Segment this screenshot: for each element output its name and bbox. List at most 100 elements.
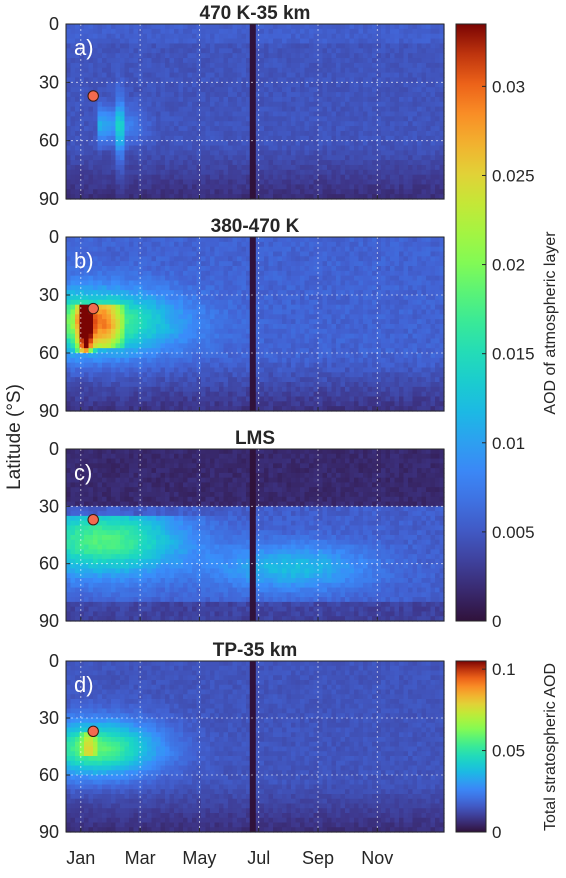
heatmap-cell [399, 150, 405, 156]
heatmap-cell [385, 62, 391, 69]
heatmap-cell [151, 338, 157, 344]
heatmap-cell [408, 169, 414, 176]
heatmap-cell [178, 256, 184, 262]
heatmap-cell [192, 246, 198, 253]
heatmap-cell [169, 382, 175, 388]
heatmap-cell [363, 121, 369, 127]
heatmap-cell [70, 121, 76, 127]
heatmap-cell [147, 309, 153, 315]
heatmap-cell [79, 290, 85, 296]
heatmap-cell [201, 126, 207, 132]
heatmap-cell [358, 38, 364, 45]
heatmap-cell [286, 261, 292, 267]
heatmap-cell [264, 241, 270, 248]
heatmap-cell [120, 67, 126, 74]
heatmap-cell [205, 275, 211, 282]
heatmap-cell [97, 33, 103, 40]
heatmap-cell [102, 372, 108, 378]
heatmap-cell [273, 67, 279, 74]
heatmap-cell [124, 24, 130, 30]
heatmap-cell [223, 386, 229, 393]
heatmap-cell [309, 155, 315, 161]
heatmap-cell [111, 24, 117, 30]
heatmap-cell [133, 377, 139, 383]
heatmap-cell [358, 140, 364, 147]
heatmap-cell [295, 391, 301, 398]
heatmap-cell [129, 237, 135, 243]
heatmap-cell [219, 377, 225, 383]
heatmap-cell [97, 116, 103, 122]
heatmap-cell [169, 295, 175, 301]
heatmap-cell [106, 145, 112, 151]
heatmap-cell [151, 309, 157, 315]
heatmap-cell [264, 266, 270, 272]
heatmap-cell [241, 251, 247, 257]
heatmap-cell [345, 72, 351, 79]
heatmap-cell [372, 77, 378, 83]
heatmap-cell [237, 348, 243, 354]
heatmap-cell [223, 106, 229, 113]
heatmap-cell [138, 348, 144, 354]
heatmap-cell [327, 101, 333, 108]
heatmap-cell [381, 126, 387, 132]
heatmap-cell [210, 401, 216, 407]
heatmap-cell [295, 261, 301, 267]
heatmap-cell [192, 72, 198, 79]
heatmap-cell [120, 401, 126, 407]
heatmap-cell [304, 396, 310, 402]
heatmap-cell [277, 241, 283, 248]
heatmap-cell [205, 266, 211, 272]
heatmap-cell [435, 184, 441, 190]
heatmap-cell [214, 92, 220, 98]
heatmap-cell [214, 96, 220, 103]
heatmap-cell [255, 106, 261, 113]
heatmap-cell [435, 116, 441, 122]
heatmap-cell [282, 304, 288, 311]
heatmap-cell [246, 150, 252, 156]
heatmap-cell [75, 101, 81, 108]
heatmap-cell [183, 77, 189, 83]
heatmap-cell [169, 48, 175, 54]
heatmap-cell [147, 319, 153, 325]
heatmap-cell [331, 58, 337, 64]
heatmap-cell [408, 106, 414, 113]
heatmap-cell [354, 111, 360, 117]
heatmap-cell [115, 319, 121, 325]
heatmap-cell [169, 348, 175, 354]
heatmap-cell [322, 33, 328, 40]
heatmap-cell [214, 396, 220, 402]
heatmap-cell [70, 179, 76, 186]
heatmap-cell [97, 169, 103, 176]
heatmap-cell [232, 328, 238, 335]
heatmap-cell [354, 150, 360, 156]
heatmap-cell [394, 160, 400, 166]
heatmap-cell [309, 251, 315, 257]
heatmap-cell [219, 92, 225, 98]
heatmap-cell [228, 237, 234, 243]
heatmap-cell [232, 24, 238, 30]
heatmap-cell [124, 130, 130, 137]
heatmap-cell [111, 116, 117, 122]
heatmap-cell [300, 401, 306, 407]
heatmap-cell [124, 304, 130, 311]
heatmap-cell [313, 130, 319, 137]
heatmap-cell [286, 314, 292, 320]
heatmap-cell [439, 140, 445, 147]
heatmap-cell [295, 38, 301, 45]
heatmap-cell [97, 261, 103, 267]
heatmap-cell [129, 150, 135, 156]
heatmap-cell [259, 126, 265, 132]
heatmap-cell [88, 299, 94, 306]
heatmap-cell [309, 53, 315, 59]
heatmap-cell [376, 145, 382, 151]
heatmap-cell [102, 164, 108, 171]
heatmap-cell [169, 333, 175, 340]
heatmap-cell [187, 275, 193, 282]
heatmap-cell [210, 33, 216, 40]
heatmap-cell [223, 328, 229, 335]
heatmap-cell [196, 251, 202, 257]
heatmap-cell [205, 150, 211, 156]
heatmap-cell [156, 48, 162, 54]
heatmap-cell [70, 189, 76, 195]
heatmap-cell [147, 241, 153, 248]
